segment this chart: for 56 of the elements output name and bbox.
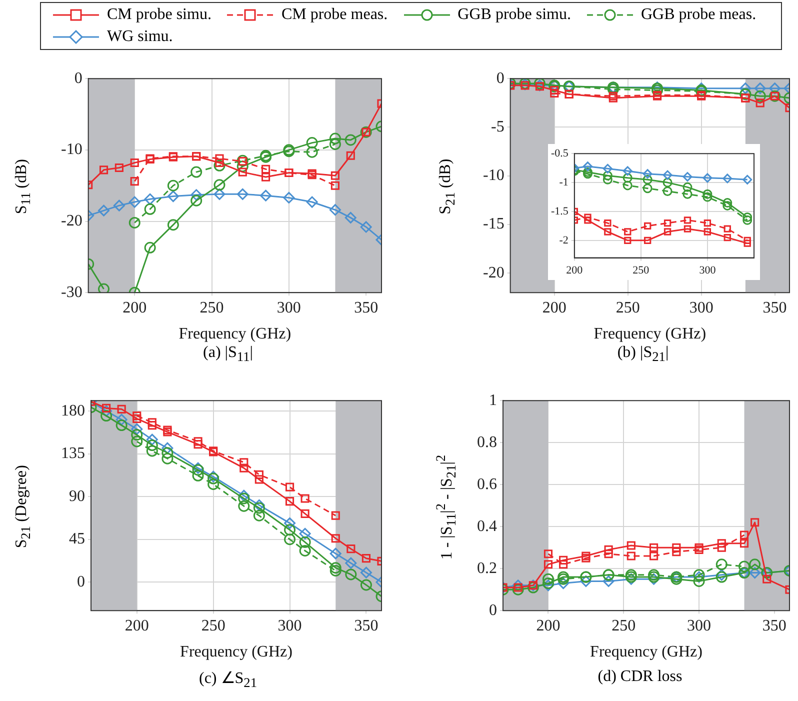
x-tick-label: 300 [689, 299, 714, 316]
x-tick-label: 250 [200, 299, 224, 316]
legend-label: CM probe meas. [280, 6, 388, 24]
x-axis-title: Frequency (GHz) [594, 326, 706, 343]
x-tick-label: 250 [612, 617, 636, 634]
legend-label: GGB probe meas. [640, 6, 756, 24]
text: (d) CDR loss [596, 668, 684, 686]
y-tick-label: -5 [491, 118, 504, 136]
x-axis-title: Frequency (GHz) [180, 644, 292, 661]
y-tick-label: -10 [61, 141, 82, 158]
y-tick-label: -1.5 [550, 205, 569, 218]
y-tick-label: 0 [74, 70, 82, 87]
x-tick-label: 200 [566, 264, 584, 276]
text: (b) |S$_{21}$| [616, 344, 670, 366]
x-tick-label: 300 [687, 617, 712, 634]
y-tick-label: 0.4 [477, 518, 497, 535]
x-tick-label: 300 [278, 617, 302, 634]
x-tick-label: 300 [699, 264, 716, 276]
y-tick-label: 180 [61, 402, 85, 420]
legend-label: WG simu. [106, 28, 173, 46]
y-tick-label: -2 [559, 234, 568, 246]
y-tick-label: 0 [496, 70, 504, 87]
x-tick-label: 350 [354, 617, 378, 634]
legend-label: CM probe simu. [106, 6, 212, 24]
y-tick-label: 0.6 [477, 476, 497, 493]
x-tick-label: 200 [536, 617, 560, 634]
y-tick-label: 45 [69, 530, 85, 548]
x-tick-label: 200 [124, 617, 149, 634]
text: (a) |S$_{11}$| [202, 344, 254, 366]
y-tick-label: -20 [483, 264, 504, 282]
y-tick-label: -10 [483, 167, 504, 184]
y-tick-label: 1 [489, 392, 497, 409]
x-axis-title: Frequency (GHz) [590, 644, 702, 661]
y-tick-label: -15 [483, 216, 504, 233]
y-tick-label: 90 [69, 488, 85, 505]
x-tick-label: 250 [632, 264, 650, 276]
y-tick-label: 0 [489, 602, 497, 619]
x-tick-label: 350 [762, 617, 786, 634]
y-tick-label: -1 [559, 176, 568, 188]
y-tick-label: 0.2 [477, 560, 497, 577]
x-tick-label: 200 [122, 299, 147, 316]
x-tick-label: 300 [276, 299, 301, 316]
y-tick-label: 0.8 [477, 434, 497, 451]
y-tick-label: -20 [61, 212, 82, 230]
y-tick-label: -0.5 [550, 147, 569, 160]
x-tick-label: 350 [354, 299, 378, 316]
x-tick-label: 250 [201, 617, 226, 634]
y-tick-label: 135 [61, 445, 85, 462]
x-tick-label: 350 [762, 299, 787, 316]
x-tick-label: 250 [616, 299, 640, 316]
x-tick-label: 200 [542, 299, 566, 316]
x-axis-title: Frequency (GHz) [178, 326, 292, 343]
y-tick-label: -30 [61, 284, 82, 301]
text: (c) ∠S$_{21}$ [198, 669, 258, 692]
y-tick-label: 0 [77, 573, 85, 590]
legend-label: GGB probe simu. [456, 6, 571, 24]
